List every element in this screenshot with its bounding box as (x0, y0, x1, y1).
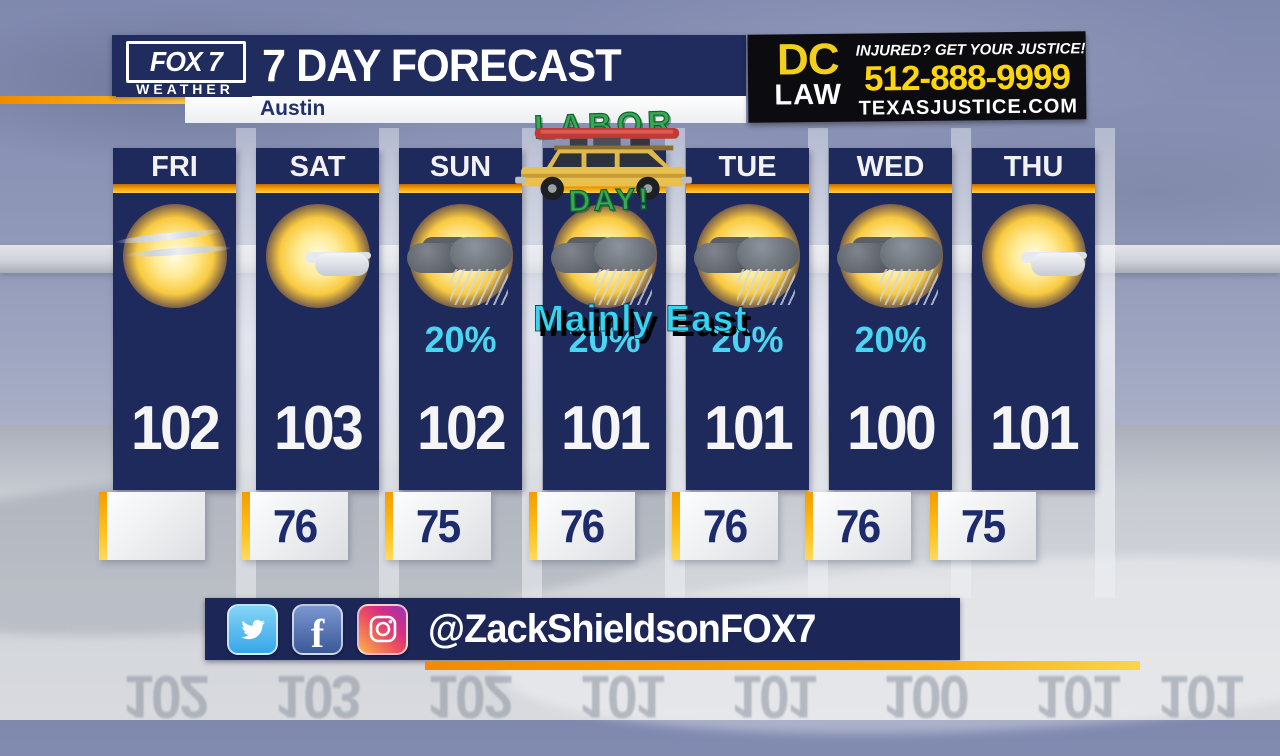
low-temp: 76 (836, 500, 881, 552)
divider-stripe (399, 184, 522, 193)
weather-icon (543, 193, 666, 315)
rain-icon (594, 269, 652, 305)
ad-brand-line2: LAW (774, 78, 843, 112)
precip-chance: 20% (854, 319, 927, 360)
station-logo-box: FOX 7 (126, 41, 246, 83)
low-temp-box: 76 (529, 492, 635, 560)
facebook-icon: f (292, 603, 343, 655)
reflection-high-temp: 101 (1035, 663, 1119, 730)
weather-icon (113, 193, 236, 315)
background-pillar (522, 128, 542, 598)
precip-chance (256, 319, 379, 367)
forecast-column-sun: SUN 20% 102 (399, 148, 522, 490)
low-temp-box (99, 492, 205, 560)
social-handle: @ZackShieldsonFOX7 (428, 606, 816, 651)
reflection-high-temp: 103 (275, 663, 359, 730)
background-pillar (951, 128, 971, 598)
high-temp: 103 (274, 394, 364, 463)
precip-chance: 20% (568, 319, 641, 360)
forecast-column-tue: TUE 20% 101 (686, 148, 809, 490)
reflection-high-temp: 101 (731, 663, 815, 730)
law-firm-ad: DC LAW INJURED? GET YOUR JUSTICE! 512-88… (747, 31, 1087, 123)
station-logo-text: FOX 7 (149, 46, 223, 77)
low-temp: 75 (416, 500, 461, 552)
day-label: THU (1003, 151, 1064, 183)
high-temp: 101 (990, 394, 1080, 463)
location-label: Austin (260, 97, 326, 120)
rain-icon (450, 269, 508, 305)
forecast-column-fri: FRI 102 (113, 148, 236, 490)
low-temp: 75 (961, 500, 1006, 552)
cloud-icon (315, 253, 369, 276)
background-pillar (808, 128, 828, 598)
low-temp-box: 76 (672, 492, 778, 560)
high-temp: 102 (417, 394, 507, 463)
divider-stripe (686, 184, 809, 193)
reflection-high-temp: 101 (1158, 663, 1242, 730)
weather-icon (256, 193, 379, 315)
day-label: SUN (429, 151, 492, 183)
background-pillar (379, 128, 399, 598)
high-temp: 100 (847, 394, 937, 463)
divider-stripe (256, 184, 379, 193)
reflection-high-temp: 101 (579, 663, 663, 730)
twitter-icon (227, 603, 278, 655)
low-temp: 76 (703, 500, 748, 552)
low-temp-box: 76 (805, 492, 911, 560)
ad-brand-line1: DC (776, 34, 839, 85)
forecast-column-wed: WED 20% 100 (829, 148, 952, 490)
rain-icon (737, 269, 795, 305)
station-wagon-icon (511, 126, 697, 213)
forecast-column-sat: SAT 103 (256, 148, 379, 490)
reflection-high-temp: 102 (427, 663, 511, 730)
forecast-column-thu: THU 101 (972, 148, 1095, 490)
weather-icon (399, 193, 522, 315)
labor-day-text-bottom: DAY! (568, 182, 653, 219)
high-temp: 102 (131, 394, 221, 463)
day-label: FRI (151, 151, 198, 183)
divider-stripe (543, 184, 666, 193)
divider-stripe (829, 184, 952, 193)
high-temp: 101 (704, 394, 794, 463)
day-label: SAT (289, 151, 346, 183)
header-accent-line (0, 96, 186, 104)
background-pillar (665, 128, 685, 598)
background-pillar (236, 128, 256, 598)
ad-phone-number: 512-888-9999 (863, 57, 1071, 99)
cloud-icon (1031, 253, 1085, 276)
day-label: WED (856, 151, 925, 183)
low-temp: 76 (560, 500, 605, 552)
instagram-icon (357, 603, 408, 655)
location-strip: Austin (185, 96, 746, 123)
page-title: 7 DAY FORECAST (262, 40, 622, 91)
weather-icon (972, 193, 1095, 315)
precip-chance (113, 319, 236, 367)
low-temp: 76 (273, 500, 318, 552)
reflection-high-temp: 100 (883, 663, 967, 730)
precip-chance (972, 319, 1095, 367)
social-bar-accent-line (425, 661, 1140, 670)
day-label: TUE (718, 151, 777, 183)
background-pillar (1095, 128, 1115, 598)
station-logo: FOX 7 WEATHER (116, 37, 252, 97)
precip-chance: 20% (424, 319, 497, 360)
station-logo-tag: WEATHER (136, 81, 234, 97)
labor-day-graphic: LABOR DAY! (505, 103, 705, 224)
rain-icon (880, 269, 938, 305)
weather-icon (686, 193, 809, 315)
low-temp-box: 76 (242, 492, 348, 560)
reflection-high-temp: 102 (123, 663, 207, 730)
weather-icon (829, 193, 952, 315)
precip-chance: 20% (711, 319, 784, 360)
ad-website: TEXASJUSTICE.COM (858, 95, 1079, 120)
divider-stripe (972, 184, 1095, 193)
low-temp-box: 75 (385, 492, 491, 560)
low-temp-box: 75 (930, 492, 1036, 560)
social-bar: f @ZackShieldsonFOX7 (205, 598, 960, 660)
high-temp: 101 (561, 394, 651, 463)
ad-brand-logo: DC LAW (762, 34, 855, 112)
forecast-annotation: Mainly East (533, 298, 748, 340)
divider-stripe (113, 184, 236, 193)
